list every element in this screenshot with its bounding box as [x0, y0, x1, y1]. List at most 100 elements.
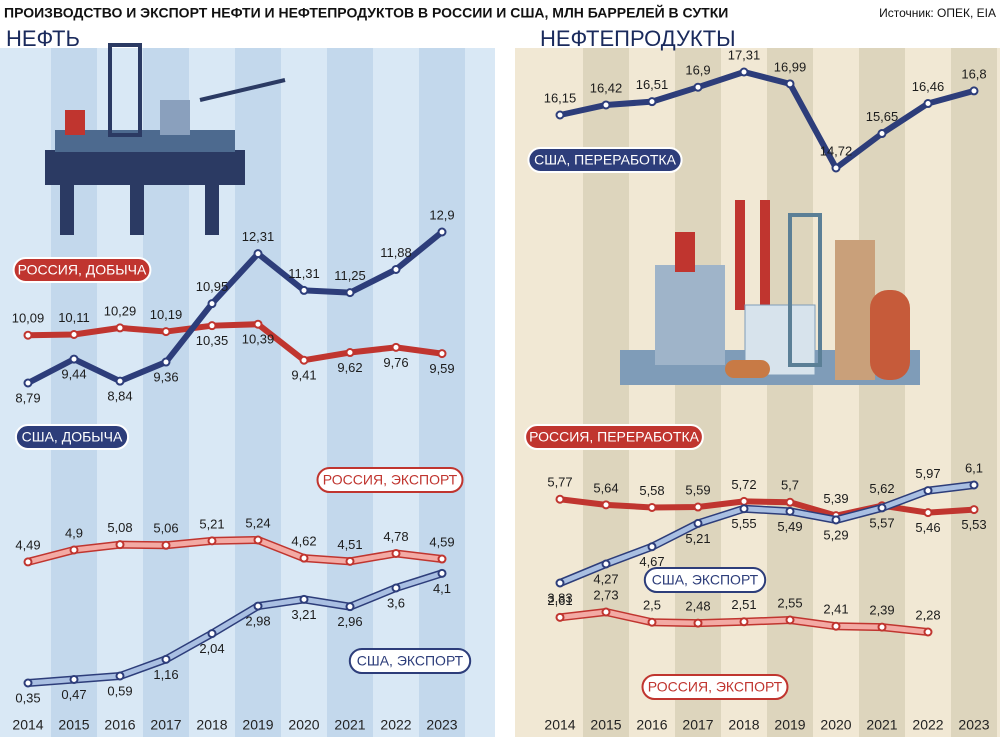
- point: [345, 288, 355, 298]
- point: [831, 163, 841, 173]
- value-label: 5,39: [823, 491, 848, 506]
- value-label: 5,7: [781, 478, 799, 493]
- point: [23, 330, 33, 340]
- value-label: 4,27: [593, 571, 618, 586]
- value-label: 2,98: [245, 614, 270, 629]
- x-tick-label: 2015: [590, 717, 621, 733]
- refinery-icon: [620, 200, 920, 385]
- x-tick-label: 2023: [426, 717, 457, 733]
- value-label: 2,55: [777, 595, 802, 610]
- point: [437, 227, 447, 237]
- value-label: 16,15: [544, 90, 577, 105]
- point: [555, 578, 565, 588]
- point: [69, 354, 79, 364]
- point: [23, 378, 33, 388]
- value-label: 4,78: [383, 529, 408, 544]
- value-label: 5,29: [823, 527, 848, 542]
- point: [831, 515, 841, 525]
- series-tag: [316, 467, 464, 493]
- value-label: 5,24: [245, 515, 270, 530]
- column-stripe: [675, 48, 721, 737]
- point: [785, 506, 795, 516]
- line: [25, 570, 445, 686]
- point: [69, 545, 79, 555]
- point: [923, 99, 933, 109]
- value-label: 5,08: [107, 520, 132, 535]
- value-label: 4,62: [291, 534, 316, 549]
- source: Источник: ОПЕК, EIA: [879, 6, 996, 20]
- point: [647, 617, 657, 627]
- point: [923, 486, 933, 496]
- point: [299, 553, 309, 563]
- column-stripe: [951, 48, 997, 737]
- series-name: РОССИЯ, ЭКСПОРТ: [648, 679, 783, 695]
- value-label: 6,1: [965, 460, 983, 475]
- point: [601, 100, 611, 110]
- value-label: 10,09: [12, 311, 45, 326]
- value-label: 8,79: [15, 390, 40, 405]
- point: [207, 536, 217, 546]
- point: [831, 621, 841, 631]
- point: [785, 615, 795, 625]
- value-label: 9,62: [337, 360, 362, 375]
- value-label: 0,35: [15, 690, 40, 705]
- series-tag: [348, 648, 472, 674]
- point: [345, 556, 355, 566]
- point: [253, 535, 263, 545]
- value-label: 11,31: [288, 266, 320, 281]
- value-label: 2,5: [643, 598, 661, 613]
- value-label: 8,84: [107, 389, 132, 404]
- value-label: 9,36: [153, 369, 178, 384]
- point: [877, 503, 887, 513]
- point: [647, 97, 657, 107]
- point: [693, 82, 703, 92]
- x-tick-label: 2020: [820, 717, 851, 733]
- line: [25, 537, 445, 565]
- value-label: 10,11: [58, 310, 90, 325]
- point: [345, 348, 355, 358]
- point: [555, 612, 565, 622]
- point: [299, 594, 309, 604]
- value-label: 9,76: [383, 355, 408, 370]
- point: [693, 518, 703, 528]
- point: [115, 323, 125, 333]
- series-name: США, ЭКСПОРТ: [652, 572, 759, 588]
- value-label: 12,31: [242, 229, 275, 244]
- x-tick-label: 2015: [58, 717, 89, 733]
- line: [557, 496, 977, 519]
- value-label: 5,46: [915, 520, 940, 535]
- value-label: 4,59: [429, 534, 454, 549]
- point: [391, 342, 401, 352]
- value-label: 5,97: [915, 466, 940, 481]
- point: [739, 67, 749, 77]
- value-label: 10,19: [150, 307, 183, 322]
- value-label: 4,51: [337, 537, 362, 552]
- series-name: РОССИЯ, ДОБЫЧА: [18, 262, 147, 278]
- point: [299, 355, 309, 365]
- series-name: РОССИЯ, ЭКСПОРТ: [323, 472, 458, 488]
- series-tag: [14, 424, 130, 450]
- value-label: 16,9: [685, 63, 710, 78]
- value-label: 3,6: [387, 595, 405, 610]
- x-tick-label: 2021: [866, 717, 897, 733]
- value-label: 2,41: [823, 602, 848, 617]
- point: [115, 376, 125, 386]
- value-label: 9,44: [61, 367, 86, 382]
- x-tick-label: 2022: [380, 717, 411, 733]
- column-stripe: [327, 48, 373, 737]
- value-label: 10,39: [242, 332, 275, 347]
- x-tick-label: 2014: [12, 717, 43, 733]
- series-tag: [524, 424, 704, 450]
- point: [391, 264, 401, 274]
- point: [923, 508, 933, 518]
- value-label: 12,9: [429, 207, 454, 222]
- value-label: 4,49: [15, 537, 40, 552]
- series-tag: [12, 257, 152, 283]
- point: [345, 602, 355, 612]
- point: [693, 618, 703, 628]
- point: [923, 627, 933, 637]
- x-tick-label: 2017: [150, 717, 181, 733]
- point: [115, 671, 125, 681]
- value-label: 17,31: [728, 47, 761, 62]
- point: [437, 349, 447, 359]
